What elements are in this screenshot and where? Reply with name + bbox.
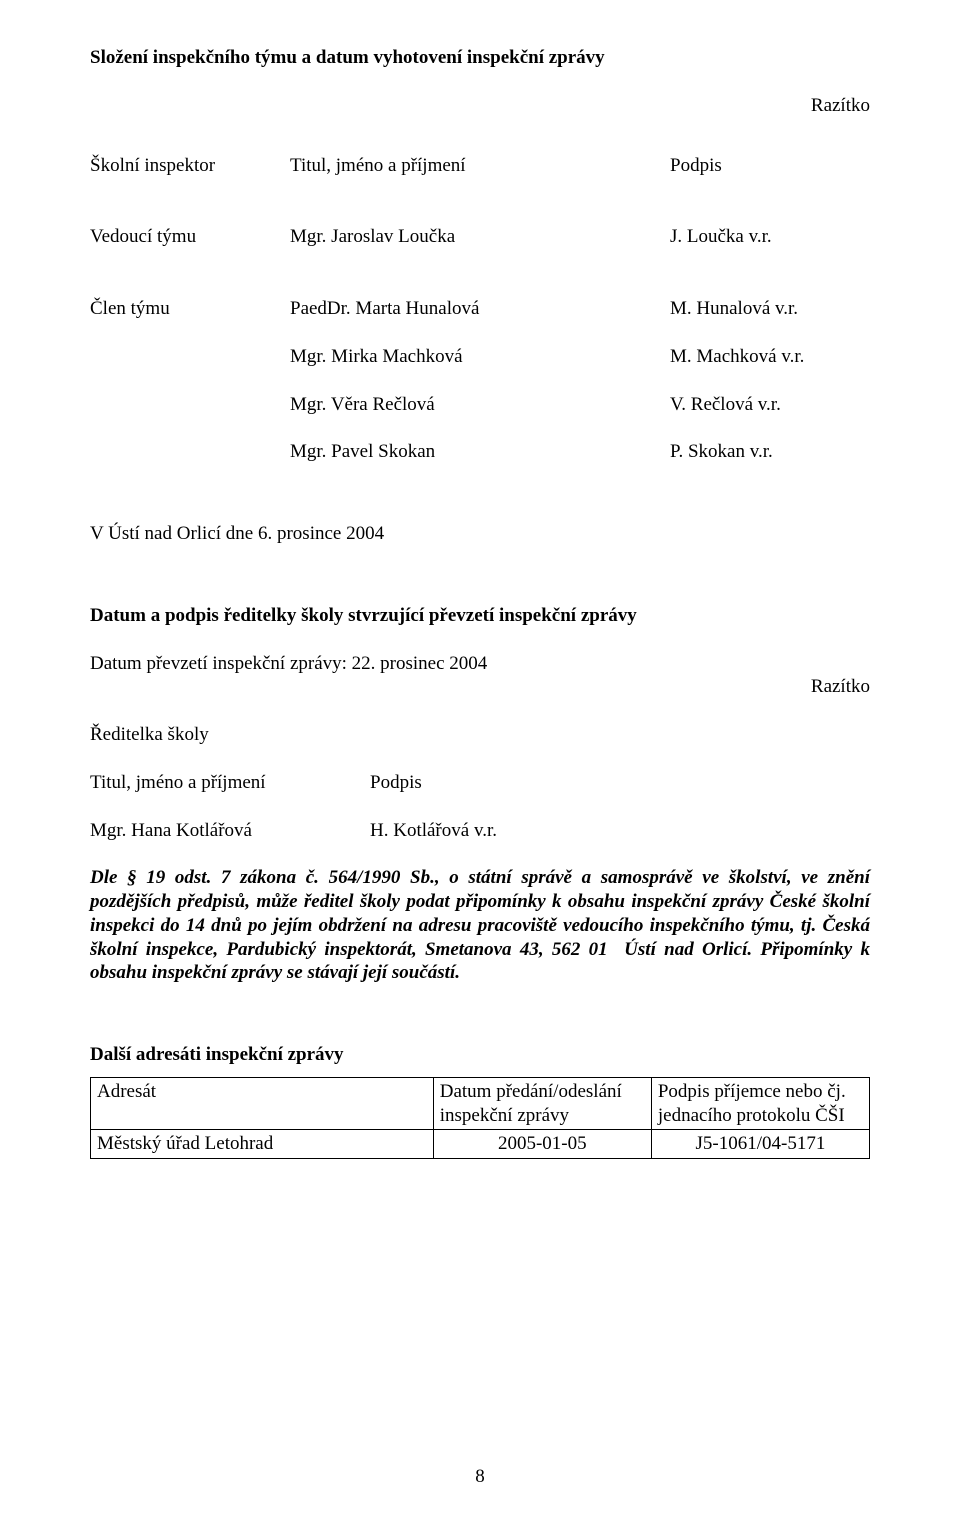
col-sign-header: Podpis [670,154,870,178]
team-leader-row: Vedoucí týmu Mgr. Jaroslav Loučka J. Lou… [90,225,870,249]
table-header-cell: Adresát [91,1077,434,1130]
table-row: Městský úřad Letohrad 2005-01-05 J5-1061… [91,1130,870,1159]
team-member-row: Mgr. Pavel Skokan P. Skokan v.r. [90,440,870,464]
recipients-table: Adresát Datum předání/odeslání inspekční… [90,1077,870,1159]
table-header-cell: Podpis příjemce nebo čj. jednacího proto… [651,1077,869,1130]
director-label: Ředitelka školy [90,723,870,747]
table-cell: Městský úřad Letohrad [91,1130,434,1159]
member-signature: M. Machková v.r. [670,345,870,369]
section-heading-receipt: Datum a podpis ředitelky školy stvrzujíc… [90,604,870,628]
page-number: 8 [0,1465,960,1489]
table-header-cell: Datum předání/odeslání inspekční zprávy [433,1077,651,1130]
member-name: PaedDr. Marta Hunalová [290,297,670,321]
director-columns: Titul, jméno a příjmení Podpis [90,771,870,795]
legal-paragraph: Dle § 19 odst. 7 zákona č. 564/1990 Sb.,… [90,866,870,985]
table-header-row: Adresát Datum předání/odeslání inspekční… [91,1077,870,1130]
member-role-empty [90,345,290,369]
director-signature: H. Kotlářová v.r. [370,819,870,843]
team-member-row: Člen týmu PaedDr. Marta Hunalová M. Huna… [90,297,870,321]
director-sign-col-label: Podpis [370,771,870,795]
table-cell: 2005-01-05 [433,1130,651,1159]
director-name-col-label: Titul, jméno a příjmení [90,771,370,795]
member-signature: P. Skokan v.r. [670,440,870,464]
director-row: Mgr. Hana Kotlářová H. Kotlářová v.r. [90,819,870,843]
team-member-row: Mgr. Mirka Machková M. Machková v.r. [90,345,870,369]
member-name: Mgr. Pavel Skokan [290,440,670,464]
leader-role: Vedoucí týmu [90,225,290,249]
receipt-date: Datum převzetí inspekční zprávy: 22. pro… [90,652,870,676]
col-role-header: Školní inspektor [90,154,290,178]
leader-name: Mgr. Jaroslav Loučka [290,225,670,249]
member-role-empty [90,440,290,464]
director-name: Mgr. Hana Kotlářová [90,819,370,843]
place-and-date: V Ústí nad Orlicí dne 6. prosince 2004 [90,522,870,546]
stamp-note-2: Razítko [90,675,870,699]
document-page: Složení inspekčního týmu a datum vyhotov… [0,0,960,1537]
member-role: Člen týmu [90,297,290,321]
table-cell: J5-1061/04-5171 [651,1130,869,1159]
section-heading-recipients: Další adresáti inspekční zprávy [90,1043,870,1067]
member-name: Mgr. Mirka Machková [290,345,670,369]
member-role-empty [90,393,290,417]
leader-signature: J. Loučka v.r. [670,225,870,249]
member-signature: V. Rečlová v.r. [670,393,870,417]
col-name-header: Titul, jméno a příjmení [290,154,670,178]
section-heading-team: Složení inspekčního týmu a datum vyhotov… [90,46,870,70]
member-name: Mgr. Věra Rečlová [290,393,670,417]
team-member-row: Mgr. Věra Rečlová V. Rečlová v.r. [90,393,870,417]
member-signature: M. Hunalová v.r. [670,297,870,321]
stamp-note-1: Razítko [90,94,870,118]
column-headers: Školní inspektor Titul, jméno a příjmení… [90,154,870,178]
